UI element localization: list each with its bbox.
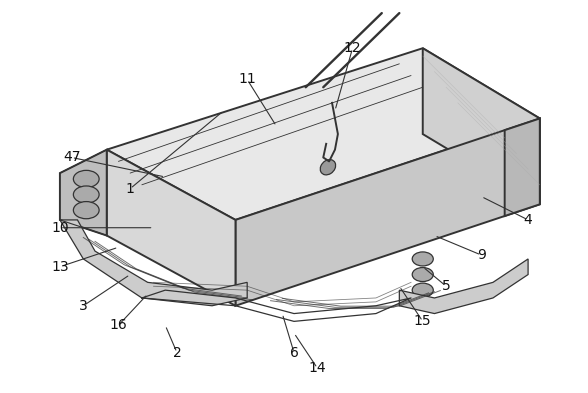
Ellipse shape (320, 160, 336, 175)
Polygon shape (60, 150, 107, 235)
Polygon shape (60, 220, 247, 306)
Text: 9: 9 (477, 248, 486, 262)
Circle shape (412, 283, 433, 297)
Text: 1: 1 (126, 182, 135, 196)
Text: 12: 12 (344, 41, 362, 55)
Text: 13: 13 (51, 260, 69, 274)
Polygon shape (235, 118, 540, 306)
Text: 11: 11 (238, 72, 256, 86)
Polygon shape (107, 150, 235, 306)
Circle shape (74, 186, 99, 203)
Polygon shape (423, 48, 540, 204)
Text: 47: 47 (63, 151, 81, 165)
Text: 16: 16 (109, 318, 128, 332)
Text: 5: 5 (442, 279, 450, 293)
Text: 4: 4 (524, 213, 533, 227)
Text: 10: 10 (51, 221, 69, 235)
Text: 3: 3 (79, 299, 88, 313)
Circle shape (74, 202, 99, 219)
Text: 14: 14 (309, 361, 326, 375)
Polygon shape (399, 259, 528, 314)
Polygon shape (505, 118, 540, 216)
Text: 6: 6 (289, 345, 299, 360)
Text: 2: 2 (173, 345, 181, 360)
Text: 15: 15 (414, 314, 432, 329)
Circle shape (412, 268, 433, 281)
Circle shape (74, 170, 99, 187)
Circle shape (412, 252, 433, 266)
Polygon shape (107, 48, 540, 220)
